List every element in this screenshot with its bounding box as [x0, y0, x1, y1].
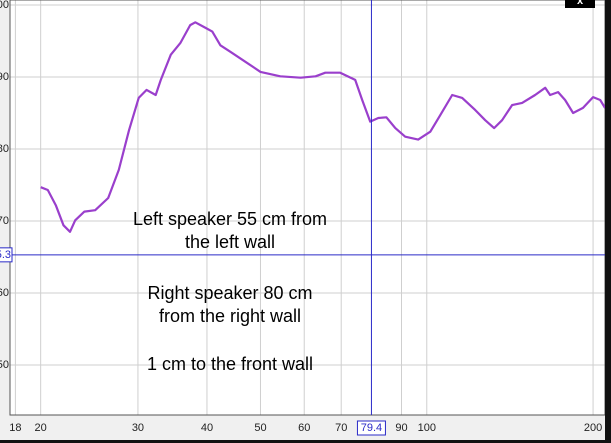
x-tick-label: 18: [9, 422, 21, 434]
close-button[interactable]: [565, 0, 595, 8]
annotation: Right speaker 80 cm: [147, 283, 312, 303]
y-tick-label: 80: [0, 143, 9, 155]
y-tick-label: 90: [0, 71, 9, 83]
frame-edge: [0, 440, 611, 443]
annotation: 1 cm to the front wall: [147, 354, 313, 374]
annotation: from the right wall: [159, 306, 301, 326]
x-tick-label: 50: [254, 422, 266, 434]
x-tick-label: 60: [298, 422, 310, 434]
x-tick-label: 90: [395, 422, 407, 434]
x-tick-label: 100: [418, 422, 436, 434]
plot-area: [10, 0, 605, 415]
x-tick-label: 70: [335, 422, 347, 434]
x-tick-label: 20: [35, 422, 47, 434]
y-tick-label: 100: [0, 0, 9, 11]
cursor-x-label: 79.4: [361, 422, 382, 434]
cursor-label-box: [0, 247, 13, 263]
y-tick-label: 60: [0, 287, 9, 299]
annotation: Left speaker 55 cm from: [133, 209, 327, 229]
cursor-label-box: [356, 420, 386, 436]
annotation: the left wall: [185, 232, 275, 252]
x-tick-label: 30: [132, 422, 144, 434]
x-tick-label: 40: [201, 422, 213, 434]
close-label[interactable]: x: [577, 0, 584, 7]
x-tick-label: 200: [584, 422, 602, 434]
y-tick-label: 70: [0, 215, 9, 227]
series-line: [40, 21, 605, 233]
y-tick-label: 50: [0, 359, 9, 371]
frame-edge: [605, 0, 611, 443]
cursor-y-label: 65.3: [0, 249, 11, 261]
